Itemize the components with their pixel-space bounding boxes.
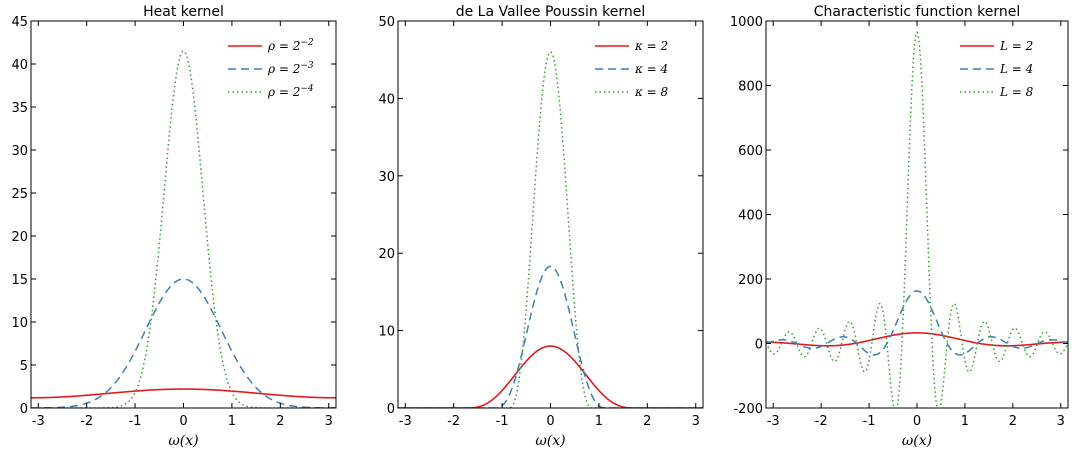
plot-frame [397,20,704,409]
legend: ρ = 2−2 ρ = 2−3 ρ = 2−4 [228,38,314,99]
legend: L = 2 L = 4 L = 8 [960,39,1034,99]
x-tick-label: -1 [129,414,142,429]
legend-entry: L = 2 [999,39,1033,53]
y-tick-label: 600 [738,144,763,159]
series-line-2 [398,265,703,408]
x-tick-label: 2 [1009,414,1017,429]
plot-frame [765,20,1069,409]
y-tick-label: 30 [378,170,395,185]
legend-entry: κ = 8 [634,85,669,99]
y-tick-label: 20 [11,230,28,245]
x-tick-label: 1 [595,414,603,429]
x-tick-label: 3 [692,414,700,429]
y-tick-label: 0 [755,338,763,353]
legend-entry: κ = 2 [634,39,668,53]
x-tick-label: -3 [399,414,412,429]
x-tick-label: -3 [767,414,780,429]
y-tick-label: 800 [738,80,763,95]
x-tick-label: -2 [80,414,93,429]
y-tick-label: 45 [11,15,28,30]
legend-entry: ρ = 2−4 [267,84,314,99]
y-tick-label: 10 [378,325,395,340]
series-line-3 [766,31,1068,408]
y-tick-label: 25 [11,187,28,202]
plot-frame [30,20,337,409]
legend-entry: κ = 4 [634,62,668,76]
y-tick-label: 10 [11,316,28,331]
y-tick-label: 35 [11,101,28,116]
series-line-3 [398,51,703,408]
x-tick-label: 2 [276,414,284,429]
chart-title: Heat kernel [143,4,224,20]
chart-title: de La Vallee Poussin kernel [456,4,646,20]
x-tick-label: 1 [228,414,236,429]
chart-title: Characteristic function kernel [814,4,1021,20]
x-axis-label: ω(x) [535,433,565,449]
y-tick-label: 0 [20,402,28,417]
legend-entry: ρ = 2−2 [267,38,314,53]
y-tick-label: 5 [20,359,28,374]
x-tick-label: 3 [325,414,333,429]
legend-entry: L = 4 [999,62,1033,76]
x-axis-label: ω(x) [168,433,198,449]
y-tick-label: 15 [11,273,28,288]
y-tick-label: 400 [738,209,763,224]
y-tick-label: 30 [11,144,28,159]
y-tick-label: 0 [387,402,395,417]
x-tick-label: -2 [815,414,828,429]
x-axis-label: ω(x) [902,433,932,449]
x-tick-label: 3 [1057,414,1065,429]
x-tick-label: -3 [32,414,45,429]
series-line-2 [766,290,1068,356]
series-line-3 [31,50,336,408]
legend-entry: ρ = 2−3 [267,61,314,76]
x-tick-label: -1 [863,414,876,429]
y-tick-label: 20 [378,247,395,262]
x-tick-label: -2 [447,414,460,429]
chart-panel-3: -3 -2 -1 0 1 2 3 -200 0 200 400 600 800 1000 Character… [730,4,1069,449]
x-tick-label: 0 [546,414,554,429]
legend: κ = 2 κ = 4 κ = 8 [595,39,669,99]
x-tick-label: 2 [643,414,651,429]
legend-entry: L = 8 [999,85,1034,99]
x-tick-label: -1 [496,414,509,429]
y-tick-label: 40 [378,92,395,107]
series-line-1 [766,332,1068,347]
series-line-1 [398,345,703,408]
x-tick-label: 0 [913,414,921,429]
y-tick-label: 1000 [730,15,763,30]
y-tick-label: -200 [733,402,763,417]
y-tick-label: 40 [11,58,28,73]
series-line-1 [31,388,336,399]
y-tick-label: 50 [378,15,395,30]
x-tick-label: 0 [179,414,187,429]
y-tick-label: 200 [738,273,763,288]
x-tick-label: 1 [961,414,969,429]
